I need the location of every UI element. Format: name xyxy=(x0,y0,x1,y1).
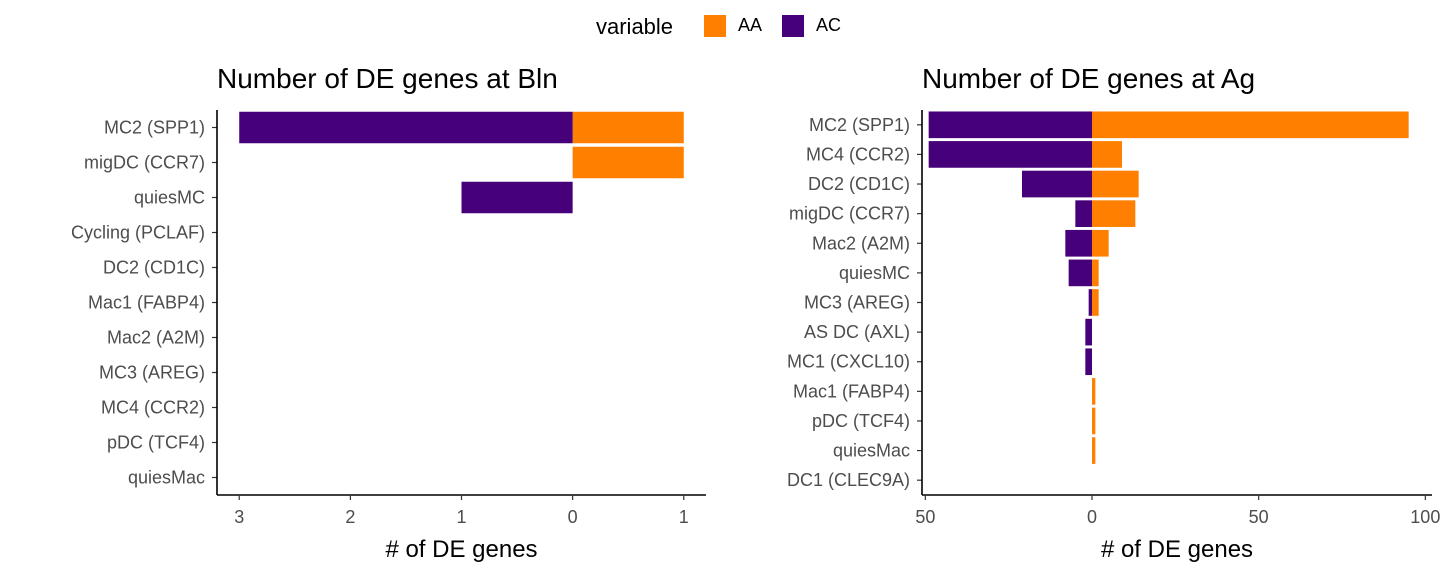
legend-label-ac: AC xyxy=(816,15,842,35)
bar-aa-4 xyxy=(1092,200,1136,227)
category-label: quiesMC xyxy=(134,188,205,208)
legend-key-ac xyxy=(782,15,804,37)
category-label: MC1 (CXCL10) xyxy=(787,352,910,372)
chart-title: Number of DE genes at Bln xyxy=(217,63,558,94)
bar-ac-7 xyxy=(1088,289,1092,316)
bar-ac-5 xyxy=(1065,229,1092,257)
category-label: AS DC (AXL) xyxy=(804,322,910,342)
category-label: MC3 (AREG) xyxy=(804,293,910,313)
bar-aa-10 xyxy=(1092,378,1096,405)
category-label: MC2 (SPP1) xyxy=(104,118,205,138)
category-label: migDC (CCR7) xyxy=(84,153,205,173)
category-label: Cycling (PCLAF) xyxy=(71,223,205,243)
legend-key-aa xyxy=(704,15,726,37)
bar-aa-6 xyxy=(1092,259,1099,287)
bar-ac-8 xyxy=(1085,318,1092,346)
x-tick-label: 50 xyxy=(915,507,935,527)
category-label: DC2 (CD1C) xyxy=(808,174,910,194)
chart-panel-1: Number of DE genes at Bln MC2 (SPP1) migDC… xyxy=(71,63,706,563)
bar-aa-5 xyxy=(1092,229,1109,257)
x-tick-label: 0 xyxy=(568,507,578,527)
legend-title: variable xyxy=(596,14,674,39)
bar-aa-2 xyxy=(1092,141,1122,168)
category-label: quiesMac xyxy=(833,441,910,461)
x-axis-label: # of DE genes xyxy=(385,536,537,563)
legend: variable AA AC xyxy=(0,10,1440,44)
legend-label-aa: AA xyxy=(738,15,763,35)
x-axis-label: # of DE genes xyxy=(1101,536,1253,563)
category-label: MC3 (AREG) xyxy=(99,363,205,383)
bar-aa-1 xyxy=(572,111,684,144)
bar-aa-7 xyxy=(1092,289,1099,316)
category-label: DC2 (CD1C) xyxy=(103,258,205,278)
x-tick-label: 1 xyxy=(679,507,689,527)
category-label: migDC (CCR7) xyxy=(789,204,910,224)
bar-ac-2 xyxy=(928,141,1092,168)
category-label: Mac2 (A2M) xyxy=(812,233,910,253)
category-label: Mac1 (FABP4) xyxy=(793,381,910,401)
chart-panel-2: Number of DE genes at Ag MC2 (SPP1) MC4 (C… xyxy=(787,63,1440,563)
bar-ac-3 xyxy=(461,181,573,214)
category-label: quiesMac xyxy=(128,468,205,488)
category-label: MC4 (CCR2) xyxy=(806,144,910,164)
bar-ac-6 xyxy=(1068,259,1092,287)
x-tick-label: 0 xyxy=(1087,507,1097,527)
category-label: quiesMC xyxy=(839,263,910,283)
category-label: Mac2 (A2M) xyxy=(107,328,205,348)
x-tick-label: 1 xyxy=(456,507,466,527)
x-tick-label: 2 xyxy=(345,507,355,527)
category-label: pDC (TCF4) xyxy=(107,433,205,453)
x-tick-label: 100 xyxy=(1410,507,1440,527)
category-label: DC1 (CLEC9A) xyxy=(787,470,910,490)
bar-aa-1 xyxy=(1092,111,1409,139)
bar-ac-3 xyxy=(1022,170,1092,198)
bar-aa-2 xyxy=(572,146,684,179)
category-label: pDC (TCF4) xyxy=(812,411,910,431)
x-tick-label: 50 xyxy=(1249,507,1269,527)
chart-title: Number of DE genes at Ag xyxy=(922,63,1255,94)
bar-ac-9 xyxy=(1085,348,1092,376)
bar-ac-1 xyxy=(928,111,1092,139)
bar-aa-3 xyxy=(1092,170,1139,198)
bar-ac-4 xyxy=(1075,200,1092,227)
bar-aa-12 xyxy=(1092,437,1096,464)
category-label: Mac1 (FABP4) xyxy=(88,293,205,313)
category-label: MC2 (SPP1) xyxy=(809,115,910,135)
x-tick-label: 3 xyxy=(234,507,244,527)
bar-ac-1 xyxy=(239,111,573,144)
bar-aa-11 xyxy=(1092,407,1096,435)
category-label: MC4 (CCR2) xyxy=(101,398,205,418)
